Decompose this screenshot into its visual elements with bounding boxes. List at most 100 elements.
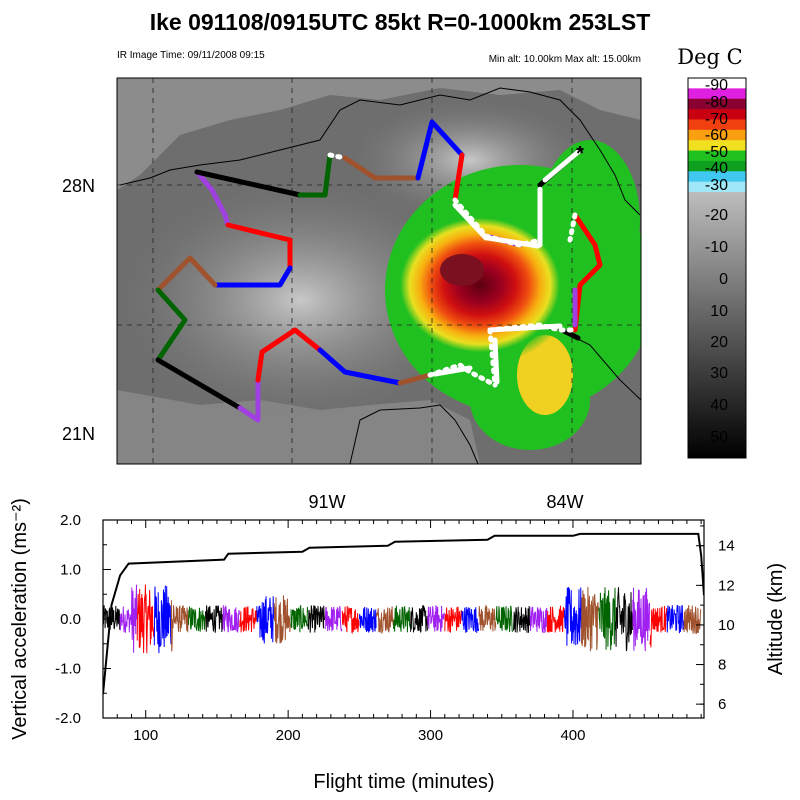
colorbar-label: 30: [710, 365, 728, 382]
map-grid: [117, 78, 641, 464]
y2-tick-label: 8: [718, 657, 726, 674]
acceleration-plot: 100 200 300 400 2.0 1.0 0.0 -1.0 -2.0 6 8 10 12 14: [55, 512, 735, 744]
acceleration-trace-segment: [119, 584, 138, 653]
colorbar-label: 40: [710, 397, 728, 414]
x-tick-label: 300: [418, 727, 443, 744]
y-axis-label: Vertical acceleration (ms⁻²): [9, 498, 31, 740]
colorbar-label: -80: [705, 94, 728, 111]
acceleration-trace-segment: [410, 605, 428, 633]
colorbar-label: 20: [710, 334, 728, 351]
acceleration-trace-segment: [307, 605, 326, 633]
acceleration-trace-segment: [341, 605, 360, 634]
map-frame: [116, 77, 642, 465]
chart-title: Ike 091108/0915UTC 85kt R=0-1000km 253LS…: [150, 9, 651, 35]
y-tick-label: 0.0: [60, 611, 81, 628]
x-tick-label: 400: [560, 727, 585, 744]
colorbar-label: -50: [705, 144, 728, 161]
x-axis-label: Flight time (minutes): [313, 771, 494, 793]
acceleration-trace-segment: [324, 606, 343, 632]
track-segment: [155, 287, 188, 363]
acceleration-trace-segment: [444, 606, 462, 633]
y-axis-ticks: 2.0 1.0 0.0 -1.0 -2.0: [55, 512, 111, 727]
y-tick-label: -1.0: [55, 661, 81, 678]
acceleration-trace-segment: [529, 606, 548, 634]
acceleration-trace-segment: [615, 587, 633, 652]
cloud-band: [120, 180, 480, 420]
colorbar-labels: -90-80-70-60-50-40-30 -20 -10 0 10 20 30 40 50: [705, 77, 728, 446]
acceleration-trace-segment: [683, 605, 702, 634]
acceleration-trace-segment: [375, 606, 394, 634]
x-tick-label: 200: [276, 727, 301, 744]
colorbar-swatch: [688, 78, 746, 89]
track-segment: [194, 169, 231, 228]
satellite-map: *: [117, 78, 641, 464]
track-segment: [225, 222, 293, 271]
y2-tick-label: 10: [718, 617, 735, 634]
lat-label-28n: 28N: [62, 176, 95, 196]
colorbar-label: 0: [719, 271, 728, 288]
acceleration-trace-segment: [478, 604, 497, 632]
lon-label-84w: 84W: [546, 492, 583, 512]
acceleration-trace-segment: [239, 606, 257, 633]
colorbar-label: -20: [705, 207, 728, 224]
storm-band: [517, 335, 573, 415]
acceleration-series: [103, 584, 702, 654]
y2-tick-label: 12: [718, 577, 735, 594]
colorbar-title: Deg C: [677, 45, 742, 69]
flight-track-white-solid: [432, 149, 581, 385]
track-segment: [452, 152, 465, 203]
storm-eye: [440, 254, 484, 286]
x-axis-ticks: 100 200 300 400: [116, 520, 702, 744]
colorbar-label: -90: [705, 77, 728, 94]
acceleration-trace-segment: [546, 605, 565, 633]
acceleration-trace-segment: [358, 606, 377, 633]
acceleration-trace-segment: [649, 605, 668, 648]
colorbar-swatch: [688, 150, 746, 162]
colorbar-swatch: [688, 171, 746, 183]
colorbar-swatch: [688, 160, 746, 172]
lat-label-21n: 21N: [62, 424, 95, 444]
colorbar-swatch: [688, 181, 746, 193]
acceleration-trace-segment: [136, 584, 155, 654]
y2-axis-label: Altitude (km): [765, 563, 787, 675]
coastline-yucatan: [349, 404, 479, 464]
colorbar-swatch: [688, 88, 746, 100]
colorbar-label: 50: [710, 429, 728, 446]
acceleration-trace-segment: [273, 595, 291, 644]
acceleration-trace-segment: [188, 606, 206, 632]
x-tick-label: 100: [133, 727, 158, 744]
colorbar-swatch: [688, 140, 746, 152]
y-tick-label: 1.0: [60, 562, 81, 579]
acceleration-trace-segment: [256, 596, 274, 644]
acceleration-trace-segment: [495, 605, 514, 633]
acceleration-trace-segment: [393, 605, 411, 633]
track-segment: [155, 255, 218, 293]
colorbar-swatch: [688, 109, 746, 120]
colorbar-grayscale: [688, 192, 746, 458]
colorbar: [687, 77, 747, 459]
track-segment: [572, 212, 603, 333]
acceleration-trace-segment: [666, 605, 685, 634]
track-segment: [342, 155, 421, 181]
track-segment: [415, 119, 465, 181]
acceleration-trace-segment: [461, 606, 480, 633]
track-segment: [155, 357, 243, 411]
track-segment: [237, 377, 261, 423]
track-segment: [322, 152, 333, 198]
acceleration-trace-segment: [290, 605, 309, 633]
altitude-range: Min alt: 10.00km Max alt: 15.00km: [489, 54, 641, 65]
y2-tick-label: 6: [718, 696, 726, 713]
y-tick-label: -2.0: [55, 710, 81, 727]
y2-tick-label: 14: [718, 538, 735, 555]
colorbar-label: -30: [705, 177, 728, 194]
acceleration-trace-segment: [427, 605, 445, 632]
acceleration-trace-segment: [205, 605, 223, 633]
colorbar-swatch: [688, 98, 746, 110]
acceleration-trace-segment: [103, 605, 121, 630]
colorbar-swatch: [688, 119, 746, 131]
colorbar-swatch: [688, 129, 746, 141]
acceleration-trace-segment: [170, 600, 189, 652]
colorbar-label: -40: [705, 160, 728, 177]
track-segment: [212, 265, 293, 288]
